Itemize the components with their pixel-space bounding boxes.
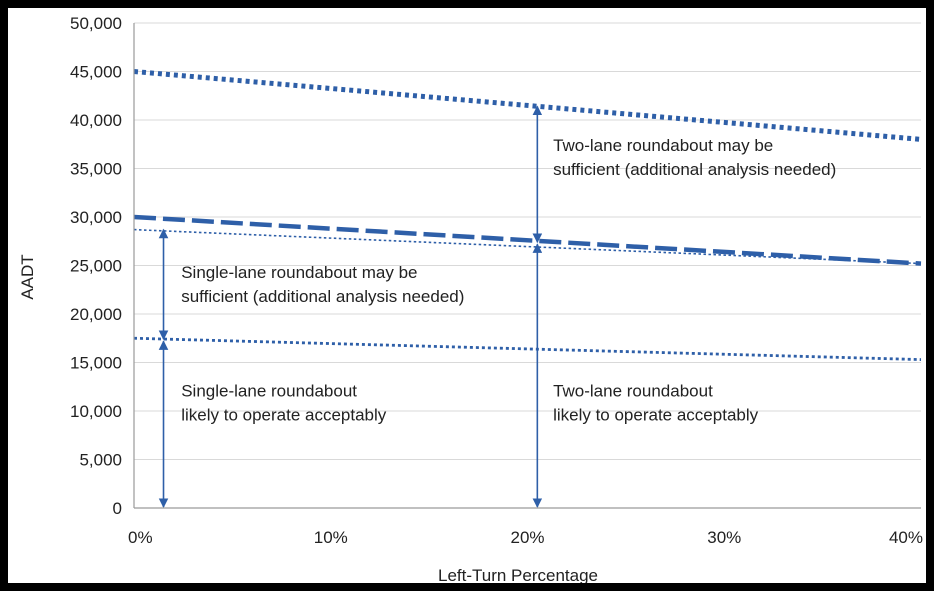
y-axis-label: AADT [18, 254, 37, 299]
series-lines [133, 69, 922, 361]
series-line-1 [133, 69, 922, 142]
x-tick-label: 0% [128, 528, 153, 547]
y-tick-label: 0 [113, 499, 122, 518]
annotations: Two-lane roundabout may be sufficient (ad… [181, 136, 836, 424]
annotation-line: Two-lane roundabout [553, 381, 713, 400]
annotation-text: Single-lane roundabout likely to operate … [181, 381, 387, 424]
annotation-line: Two-lane roundabout may be [553, 136, 773, 155]
axes [133, 23, 921, 509]
y-tick-label: 50,000 [70, 14, 122, 33]
y-tick-label: 20,000 [70, 305, 122, 324]
x-tick-label: 30% [707, 528, 741, 547]
y-tick-label: 15,000 [70, 354, 122, 373]
x-tick-label: 40% [889, 528, 923, 547]
series-line-4 [133, 336, 922, 361]
annotation-line: likely to operate acceptably [553, 405, 759, 424]
y-tick-label: 45,000 [70, 63, 122, 82]
y-tick-label: 10,000 [70, 402, 122, 421]
y-tick-labels: 0 5,000 10,000 15,000 20,000 25,000 30,000 35,0… [70, 14, 122, 518]
chart-frame: 0 5,000 10,000 15,000 20,000 25,000 30,000 35,0… [8, 8, 926, 583]
series-line-2 [133, 214, 922, 266]
y-tick-label: 5,000 [79, 451, 122, 470]
annotation-text: Two-lane roundabout likely to operate acc… [553, 381, 759, 424]
annotation-line: Single-lane roundabout may be [181, 263, 417, 282]
annotation-line: sufficient (additional analysis needed) [181, 287, 464, 306]
series-line-3 [133, 228, 922, 265]
x-tick-labels: 0% 10% 20% 30% 40% [128, 528, 923, 547]
y-tick-label: 40,000 [70, 111, 122, 130]
y-tick-label: 35,000 [70, 160, 122, 179]
grid-lines [134, 22, 921, 460]
annotation-line: sufficient (additional analysis needed) [553, 160, 836, 179]
range-arrows [158, 105, 543, 508]
annotation-line: Single-lane roundabout [181, 381, 357, 400]
y-tick-label: 25,000 [70, 257, 122, 276]
y-tick-label: 30,000 [70, 208, 122, 227]
x-tick-label: 10% [314, 528, 348, 547]
annotation-text: Single-lane roundabout may be sufficient … [181, 263, 464, 306]
annotation-line: likely to operate acceptably [181, 405, 387, 424]
chart: 0 5,000 10,000 15,000 20,000 25,000 30,000 35,0… [18, 14, 923, 583]
x-axis-label: Left-Turn Percentage [438, 566, 598, 583]
x-tick-label: 20% [510, 528, 544, 547]
annotation-text: Two-lane roundabout may be sufficient (ad… [553, 136, 836, 179]
